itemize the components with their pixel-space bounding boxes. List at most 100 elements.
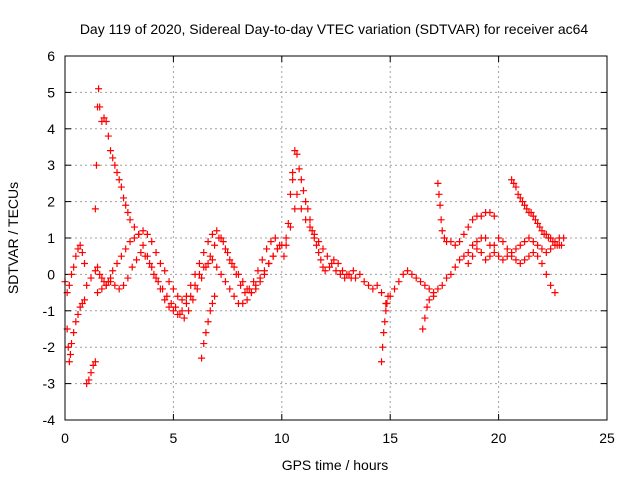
data-point [228, 259, 236, 267]
data-point [542, 270, 550, 278]
data-point [258, 256, 266, 264]
data-point [425, 285, 433, 293]
data-point [250, 278, 258, 286]
data-point [464, 259, 472, 267]
data-point [72, 252, 80, 260]
x-axis-label: GPS time / hours [282, 457, 389, 473]
data-point [111, 281, 119, 289]
data-point [542, 249, 550, 257]
data-point [213, 263, 221, 271]
data-point [206, 252, 214, 260]
data-point [325, 263, 333, 271]
series-track-j [419, 296, 433, 333]
data-point [81, 296, 89, 304]
data-point [96, 270, 104, 278]
data-point [380, 329, 388, 337]
series-track-h [289, 176, 357, 282]
data-point [94, 263, 102, 271]
data-point [83, 281, 91, 289]
axis-ticks: 0 5 10 15 20 25 -4 -3 -2 -1 0 1 2 3 4 5 6 [43, 48, 615, 446]
data-point [435, 190, 443, 198]
data-point [529, 249, 537, 257]
data-point [523, 205, 531, 213]
data-point [174, 292, 182, 300]
data-point [521, 201, 529, 209]
data-point [469, 252, 477, 260]
data-point [542, 230, 550, 238]
y-tick-label: 4 [47, 121, 55, 137]
data-point [204, 259, 212, 267]
data-point [87, 274, 95, 282]
data-point [378, 289, 386, 297]
data-point [536, 223, 544, 231]
data-point [198, 354, 206, 362]
series-track-c [94, 234, 288, 322]
data-point [423, 303, 431, 311]
data-point [382, 307, 390, 315]
data-point [531, 216, 539, 224]
data-point [508, 252, 516, 260]
data-point [202, 263, 210, 271]
data-point [152, 249, 160, 257]
y-tick-label: 6 [47, 48, 55, 64]
data-point [165, 303, 173, 311]
data-point [436, 201, 444, 209]
data-point [107, 147, 115, 155]
data-point [319, 245, 327, 253]
data-point [74, 245, 82, 253]
data-point [211, 241, 219, 249]
data-point [295, 165, 303, 173]
data-point [289, 176, 297, 184]
data-point [510, 179, 518, 187]
data-point [91, 205, 99, 213]
data-point [512, 256, 520, 264]
data-point [221, 245, 229, 253]
data-point [189, 296, 197, 304]
data-point [499, 256, 507, 264]
data-point [113, 168, 121, 176]
data-point [273, 245, 281, 253]
data-point [317, 256, 325, 264]
data-point [217, 270, 225, 278]
data-point [447, 238, 455, 246]
data-point [486, 252, 494, 260]
data-point [464, 223, 472, 231]
plot-frame [64, 55, 608, 421]
data-point [117, 183, 125, 191]
data-point [508, 176, 516, 184]
data-point [211, 292, 219, 300]
data-point [503, 245, 511, 253]
x-tick-label: 0 [61, 430, 69, 446]
data-point [267, 238, 275, 246]
data-point [185, 307, 193, 315]
data-point [161, 267, 169, 275]
data-point [356, 270, 364, 278]
y-tick-label: 5 [47, 84, 55, 100]
data-point [534, 241, 542, 249]
data-point [141, 252, 149, 260]
data-point [146, 259, 154, 267]
data-point [495, 252, 503, 260]
series-track-d [63, 296, 89, 366]
y-tick-label: 2 [47, 194, 55, 210]
data-point [159, 285, 167, 293]
data-point [538, 227, 546, 235]
data-point [202, 329, 210, 337]
data-point [512, 245, 520, 253]
series-track-i [378, 292, 392, 366]
data-point [148, 238, 156, 246]
data-point [512, 183, 520, 191]
data-point [76, 303, 84, 311]
data-point [115, 176, 123, 184]
data-point [239, 300, 247, 308]
data-point [282, 241, 290, 249]
data-point [178, 307, 186, 315]
data-point [456, 256, 464, 264]
data-point [241, 289, 249, 297]
data-point [83, 380, 91, 388]
data-point [195, 259, 203, 267]
data-point [547, 234, 555, 242]
data-point [291, 205, 299, 213]
data-point [102, 281, 110, 289]
